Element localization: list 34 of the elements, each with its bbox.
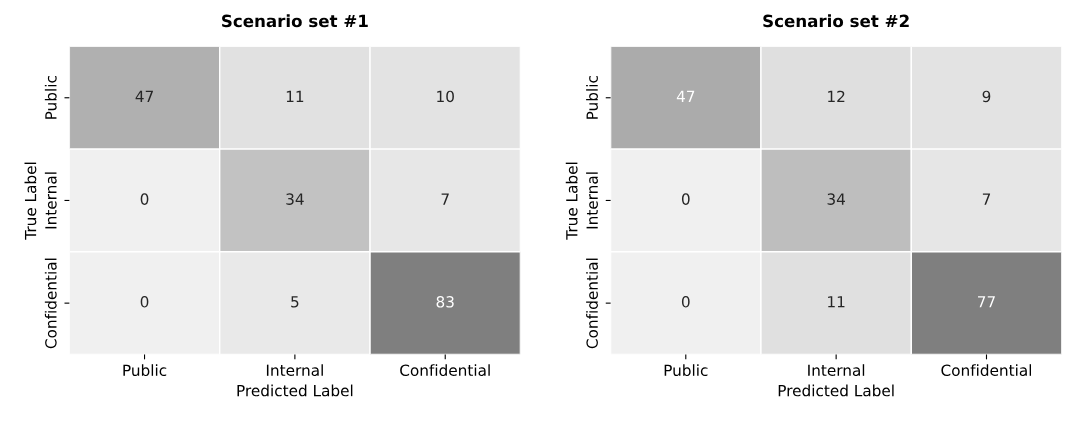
y-axis-title: True Label [24,162,37,240]
data-label: 10 [437,90,454,103]
x-tick-label: Public [664,364,708,377]
x-axis-title: Predicted Label [237,384,353,397]
y-axis-title: True Label [565,162,578,240]
data-label: 47 [676,90,695,102]
y-tick-label: Public [44,76,57,119]
x-tick-label: Confidential [400,364,490,377]
data-label: 11 [828,296,845,308]
x-tick-label: Public [123,364,167,377]
x-tick-label: Internal [808,364,865,377]
data-label: 34 [286,193,304,205]
x-tick-label: Confidential [941,364,1032,377]
data-label: 0 [140,296,149,308]
data-label: 5 [291,296,299,308]
chart-title: Scenario set #2 [763,14,909,28]
data-label: 0 [140,193,149,205]
x-tick-label: Internal [266,364,323,377]
data-label: 0 [681,296,690,308]
data-label: 12 [828,90,845,102]
data-label: 34 [827,193,845,205]
y-tick-label: Internal [586,172,598,229]
data-label: 0 [681,193,690,205]
data-label: 7 [982,193,991,205]
data-label: 47 [135,90,153,102]
data-label: 7 [441,193,449,205]
x-axis-title: Predicted Label [778,384,894,397]
data-label: 77 [978,296,995,308]
y-tick-label: Internal [44,172,57,229]
y-tick-label: Public [586,76,598,119]
data-label: 83 [436,296,454,308]
chart-title: Scenario set #1 [222,14,368,28]
data-label: 9 [982,90,991,103]
data-label: 11 [286,90,304,102]
